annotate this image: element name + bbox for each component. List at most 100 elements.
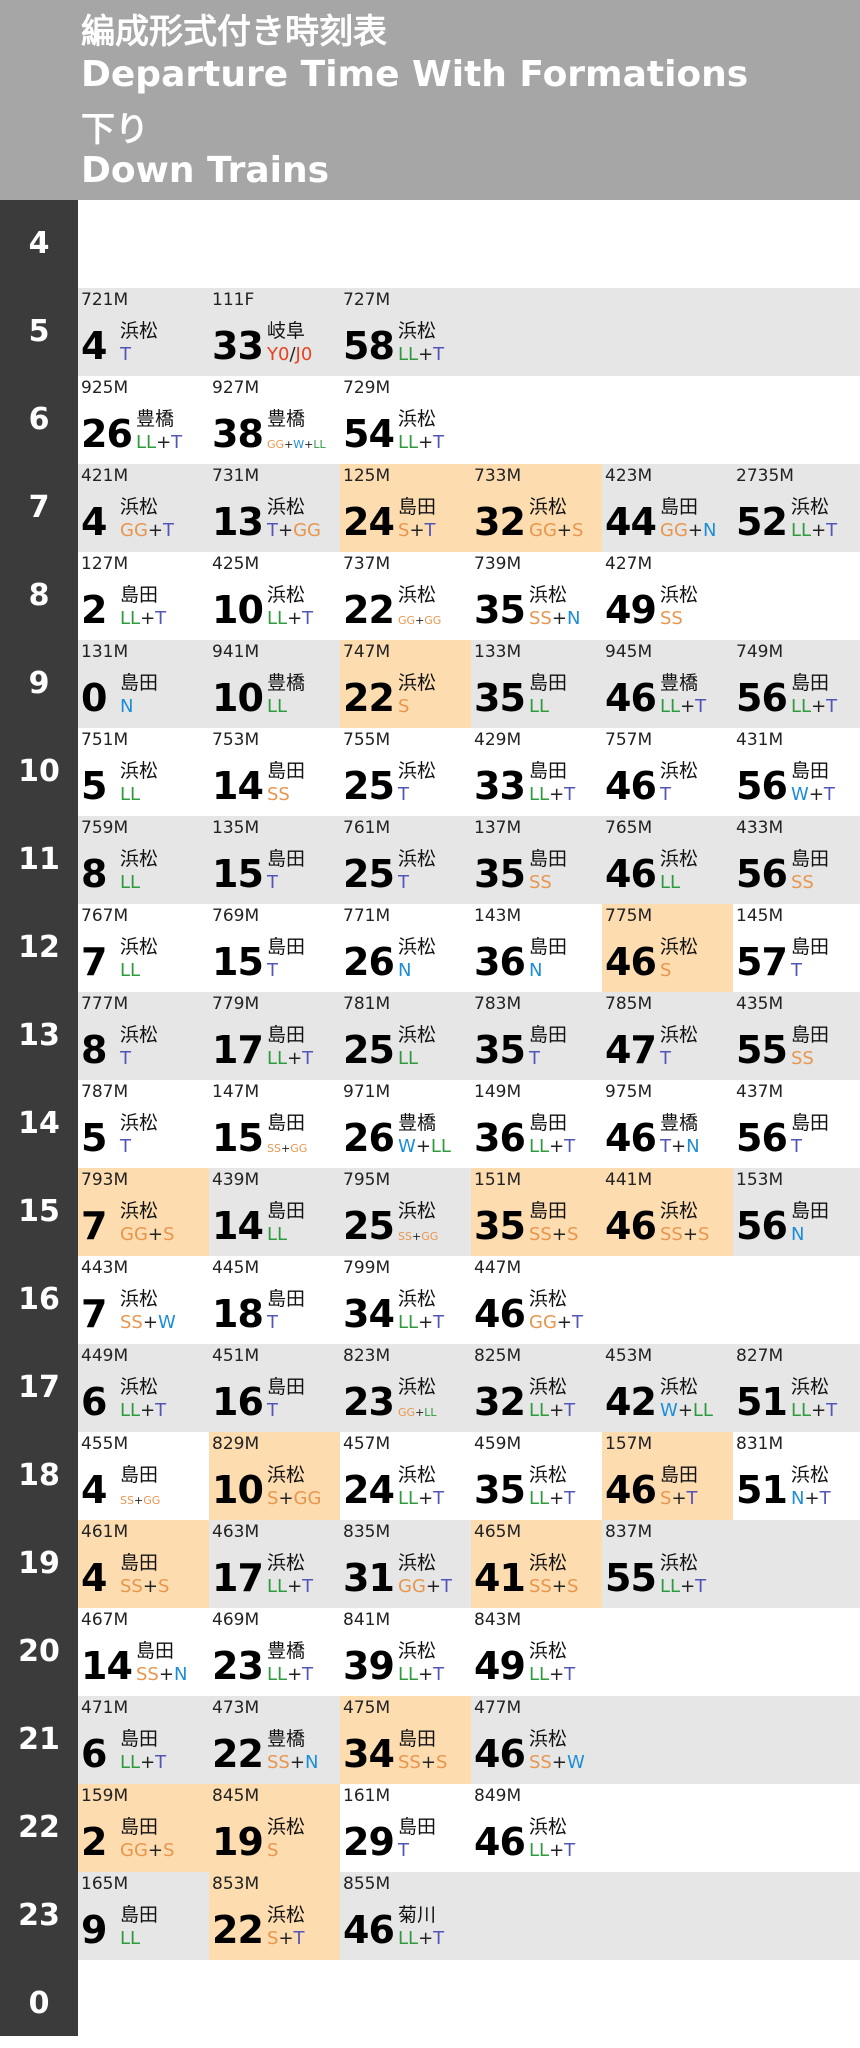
- formation-code: SS: [660, 1224, 683, 1245]
- formation-code: GG: [424, 614, 442, 627]
- formation-code: GG: [529, 520, 557, 541]
- departure-minute: 46: [605, 1116, 657, 1160]
- train-number: 945M: [605, 642, 653, 662]
- formation-code: +: [411, 1230, 422, 1243]
- train-number: 769M: [212, 906, 260, 926]
- departure-minute: 25: [343, 1028, 395, 1072]
- departure-minute: 33: [212, 324, 264, 368]
- formation-code: SS: [529, 608, 552, 629]
- formation: SS+N: [529, 608, 580, 629]
- departure-minute: 15: [212, 852, 264, 896]
- train-cell: 765M 46 浜松 LL: [602, 816, 733, 904]
- departure-minute: 2: [81, 588, 107, 632]
- formation-code: Y0: [267, 344, 290, 365]
- train-number: 437M: [736, 1082, 784, 1102]
- train-cell: 425M 10 浜松 LL+T: [209, 552, 340, 640]
- departure-minute: 36: [474, 940, 526, 984]
- train-cell: 435M 55 島田 SS: [733, 992, 860, 1080]
- formation: SS+S: [529, 1224, 578, 1245]
- departure-minute: 4: [81, 324, 107, 368]
- formation-code: T: [398, 784, 409, 805]
- formation-code: GG: [529, 1312, 557, 1333]
- formation: LL: [120, 872, 140, 893]
- formation-code: +: [549, 784, 565, 805]
- formation-code: T: [302, 608, 314, 629]
- formation-code: +: [811, 520, 827, 541]
- train-number: 799M: [343, 1258, 391, 1278]
- formation-code: T: [564, 784, 576, 805]
- departure-minute: 46: [605, 764, 657, 808]
- formation: LL: [120, 784, 140, 805]
- formation: GG+GG: [398, 614, 441, 627]
- destination: 浜松: [120, 1376, 159, 1398]
- formation: T: [120, 344, 131, 365]
- train-cell: 423M 44 島田 GG+N: [602, 464, 733, 552]
- train-number: 471M: [81, 1698, 129, 1718]
- departure-minute: 18: [212, 1292, 264, 1336]
- formation-code: +: [289, 1752, 305, 1773]
- train-cell: 439M 14 島田 LL: [209, 1168, 340, 1256]
- hour-label: 14: [18, 1106, 60, 1141]
- formation-code: LL: [529, 784, 550, 805]
- destination: 浜松: [267, 1816, 306, 1838]
- train-number: 765M: [605, 818, 653, 838]
- formation-code: LL: [267, 1576, 288, 1597]
- formation-code: S: [398, 696, 410, 717]
- train-number: 159M: [81, 1786, 129, 1806]
- train-cell: 465M 41 浜松 SS+S: [471, 1520, 602, 1608]
- formation-code: T: [695, 696, 707, 717]
- train-cell: 453M 42 浜松 W+LL: [602, 1344, 733, 1432]
- departure-minute: 54: [343, 412, 395, 456]
- formation-code: LL: [660, 1576, 681, 1597]
- hour-label: 21: [18, 1722, 60, 1757]
- hour-label: 0: [28, 1986, 50, 2021]
- formation-code: T: [564, 1400, 576, 1421]
- formation-code: LL: [267, 696, 288, 717]
- destination: 浜松: [398, 936, 437, 958]
- formation-code: +: [687, 520, 703, 541]
- formation-code: GG: [293, 520, 321, 541]
- train-cell: 441M 46 浜松 SS+S: [602, 1168, 733, 1256]
- formation-code: LL: [267, 1048, 288, 1069]
- formation-code: +: [677, 1400, 693, 1421]
- departure-minute: 24: [343, 500, 395, 544]
- departure-minute: 47: [605, 1028, 657, 1072]
- destination: 島田: [267, 848, 306, 870]
- train-number: 477M: [474, 1698, 522, 1718]
- formation-code: +: [415, 614, 425, 627]
- train-cell: 729M 54 浜松 LL+T: [340, 376, 471, 464]
- train-cell: 475M 34 島田 SS+S: [340, 1696, 471, 1784]
- formation-code: GG: [398, 1406, 416, 1419]
- formation-code: N: [703, 520, 717, 541]
- departure-minute: 44: [605, 500, 657, 544]
- formation-code: T: [564, 1488, 576, 1509]
- train-number: 2735M: [736, 466, 794, 486]
- hour-label: 7: [28, 490, 50, 525]
- hour-label: 23: [18, 1898, 60, 1933]
- hour-row: 471M 6 島田 LL+T 473M 22 豊橋 SS+N 475M 34 島田 SS+S 477M 4…: [78, 1696, 860, 1784]
- hour-label: 18: [18, 1458, 60, 1493]
- train-number: 429M: [474, 730, 522, 750]
- formation: LL+T: [791, 1400, 837, 1421]
- destination: 浜松: [120, 496, 159, 518]
- hour-row: 787M 5 浜松 T 147M 15 島田 SS+GG 971M 26 豊橋 W+LL 149M 36 島…: [78, 1080, 860, 1168]
- title-japanese: 編成形式付き時刻表: [81, 12, 387, 52]
- departure-minute: 22: [212, 1732, 264, 1776]
- formation: S+GG: [267, 1488, 321, 1509]
- formation-code: N: [398, 960, 412, 981]
- departure-minute: 46: [605, 852, 657, 896]
- formation-code: LL: [529, 1400, 550, 1421]
- hour-row: 767M 7 浜松 LL 769M 15 島田 T 771M 26 浜松 N 143M 36 島田 N 775M…: [78, 904, 860, 992]
- formation: LL+T: [120, 1400, 166, 1421]
- train-number: 143M: [474, 906, 522, 926]
- train-number: 771M: [343, 906, 391, 926]
- train-cell: 437M 56 島田 T: [733, 1080, 860, 1168]
- destination: 浜松: [660, 760, 699, 782]
- destination: 菊川: [398, 1904, 437, 1926]
- train-cell: 147M 15 島田 SS+GG: [209, 1080, 340, 1168]
- formation: LL+T: [267, 1576, 313, 1597]
- formation: T: [791, 960, 802, 981]
- formation-code: N: [566, 608, 581, 629]
- formation-code: SS: [120, 1576, 143, 1597]
- formation: LL+T: [529, 1136, 575, 1157]
